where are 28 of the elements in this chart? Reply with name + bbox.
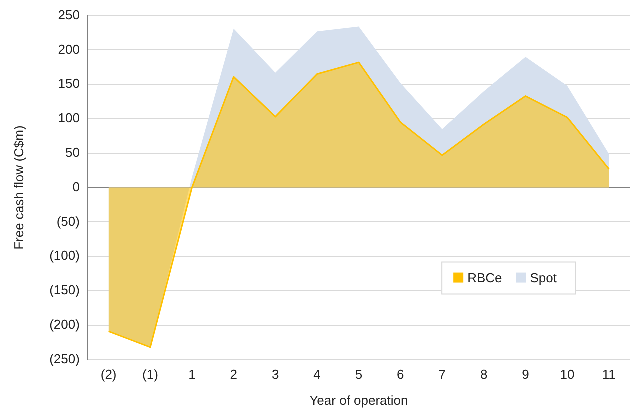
y-tick-label: 150 (58, 76, 80, 92)
x-tick-label: 11 (602, 367, 616, 382)
x-tick-label: 8 (480, 367, 488, 382)
x-tick-label: (2) (100, 367, 117, 382)
x-tick-label: 3 (272, 367, 280, 382)
x-tick-label: 1 (188, 367, 196, 382)
x-tick-label: 5 (355, 367, 363, 382)
legend-label: Spot (530, 270, 558, 286)
y-tick-label: (200) (50, 316, 80, 332)
y-tick-label: 0 (72, 179, 80, 194)
x-tick-label: 4 (314, 367, 321, 382)
y-tick-label: 100 (58, 110, 80, 126)
x-tick-label: 9 (522, 367, 530, 382)
x-tick-label: 10 (560, 367, 575, 382)
legend-label: RBCe (468, 270, 502, 286)
x-tick-label: 7 (438, 367, 446, 382)
y-tick-label: 200 (58, 42, 80, 57)
y-tick-label: 250 (58, 7, 80, 22)
y-tick-label: (100) (50, 248, 80, 264)
x-tick-label: 2 (230, 367, 238, 382)
y-tick-label: (150) (50, 282, 80, 298)
y-tick-label: (250) (50, 351, 80, 366)
y-axis-title: Free cash flow (C$m) (11, 126, 26, 250)
y-tick-label: 50 (65, 144, 80, 160)
y-tick-label: (50) (56, 214, 80, 229)
x-tick-label: (1) (142, 367, 158, 382)
x-tick-label: 6 (397, 367, 404, 382)
x-axis-title: Year of operation (310, 392, 408, 408)
